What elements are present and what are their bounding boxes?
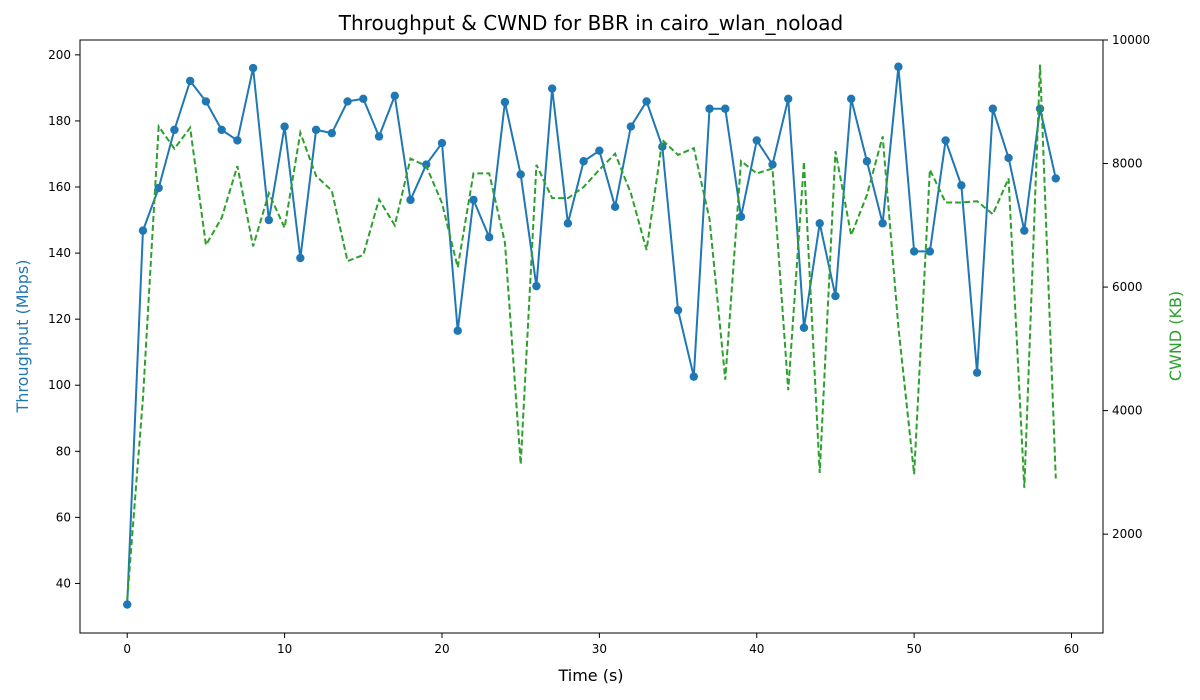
throughput-point	[878, 219, 887, 228]
y-right-tick-label: 8000	[1112, 157, 1143, 171]
throughput-point	[957, 181, 966, 190]
throughput-point	[154, 183, 163, 193]
x-tick-label: 40	[749, 642, 764, 656]
throughput-point	[768, 160, 777, 169]
throughput-point	[831, 291, 840, 301]
chart-title: Throughput & CWND for BBR in cairo_wlan_…	[338, 11, 843, 35]
throughput-point	[784, 94, 793, 104]
throughput-point	[390, 91, 399, 101]
throughput-point	[311, 125, 321, 135]
throughput-point	[579, 157, 588, 166]
throughput-point	[925, 247, 935, 256]
throughput-point	[547, 84, 557, 93]
throughput-point	[374, 132, 384, 141]
y-right-tick-label: 4000	[1112, 404, 1143, 418]
throughput-point	[1004, 153, 1013, 163]
x-tick-label: 10	[277, 642, 292, 656]
throughput-point	[406, 195, 415, 205]
y-right-tick-label: 10000	[1112, 33, 1150, 47]
x-tick-label: 30	[592, 642, 607, 656]
throughput-point	[422, 160, 431, 169]
throughput-point	[642, 97, 651, 106]
throughput-point	[972, 368, 982, 377]
throughput-point	[201, 97, 211, 106]
throughput-point	[815, 219, 824, 228]
throughput-point	[626, 122, 636, 131]
throughput-point	[233, 136, 242, 145]
throughput-point	[1020, 226, 1029, 235]
y-left-tick-label: 140	[48, 246, 71, 260]
throughput-point	[296, 253, 305, 263]
throughput-point	[862, 157, 872, 166]
throughput-point	[437, 138, 447, 148]
throughput-point	[705, 104, 714, 113]
y-left-tick-label: 200	[48, 48, 71, 62]
y-left-tick-label: 100	[48, 378, 71, 392]
throughput-point	[595, 146, 604, 155]
y-left-tick-label: 160	[48, 180, 71, 194]
x-tick-label: 60	[1064, 642, 1079, 656]
throughput-point	[138, 226, 148, 235]
y-right-tick-label: 2000	[1112, 527, 1143, 541]
throughput-point	[909, 247, 919, 256]
throughput-point	[752, 136, 761, 145]
x-tick-label: 20	[434, 642, 449, 656]
y-left-tick-label: 80	[56, 444, 71, 458]
y-left-axis-title: Throughput (Mbps)	[13, 260, 32, 414]
cwnd-line	[126, 64, 1057, 600]
throughput-point	[610, 202, 620, 212]
throughput-point	[453, 326, 462, 335]
throughput-point	[799, 323, 809, 332]
throughput-point	[217, 125, 226, 135]
throughput-point	[721, 104, 730, 113]
throughput-point	[894, 62, 903, 71]
throughput-point	[123, 600, 132, 609]
throughput-point	[500, 97, 510, 107]
y-right-tick-label: 6000	[1112, 280, 1143, 294]
throughput-point	[1051, 174, 1060, 183]
throughput-point	[689, 372, 698, 381]
x-axis-title: Time (s)	[557, 666, 623, 685]
throughput-point	[516, 170, 525, 179]
plot-area: 0 10 20 30 40 50 60 40 60 80 100 120 140 160 180 200 200…	[48, 33, 1150, 656]
y-left-tick-label: 40	[56, 576, 71, 590]
throughput-point	[563, 219, 573, 228]
throughput-point	[988, 104, 998, 113]
throughput-point	[264, 215, 274, 225]
y-left-tick-label: 60	[56, 510, 71, 524]
throughput-point	[1035, 104, 1045, 113]
throughput-point	[359, 94, 368, 104]
throughput-point	[736, 212, 746, 221]
x-tick-label: 50	[906, 642, 921, 656]
throughput-point	[532, 281, 541, 291]
throughput-point	[846, 94, 856, 104]
y-left-tick-label: 120	[48, 312, 71, 326]
throughput-point	[327, 128, 337, 138]
plot-frame	[79, 39, 1104, 634]
throughput-line	[126, 66, 1057, 605]
throughput-point	[673, 306, 683, 315]
throughput-point	[170, 125, 179, 135]
throughput-point	[185, 76, 195, 86]
throughput-point	[485, 233, 494, 242]
x-tick-label: 0	[123, 642, 131, 656]
y-left-tick-label: 180	[48, 114, 71, 128]
throughput-point	[343, 97, 352, 106]
throughput-point	[469, 195, 478, 205]
throughput-point	[941, 136, 950, 145]
y-right-axis-title: CWND (KB)	[1166, 291, 1185, 381]
throughput-point	[248, 63, 258, 73]
throughput-point	[280, 122, 289, 131]
